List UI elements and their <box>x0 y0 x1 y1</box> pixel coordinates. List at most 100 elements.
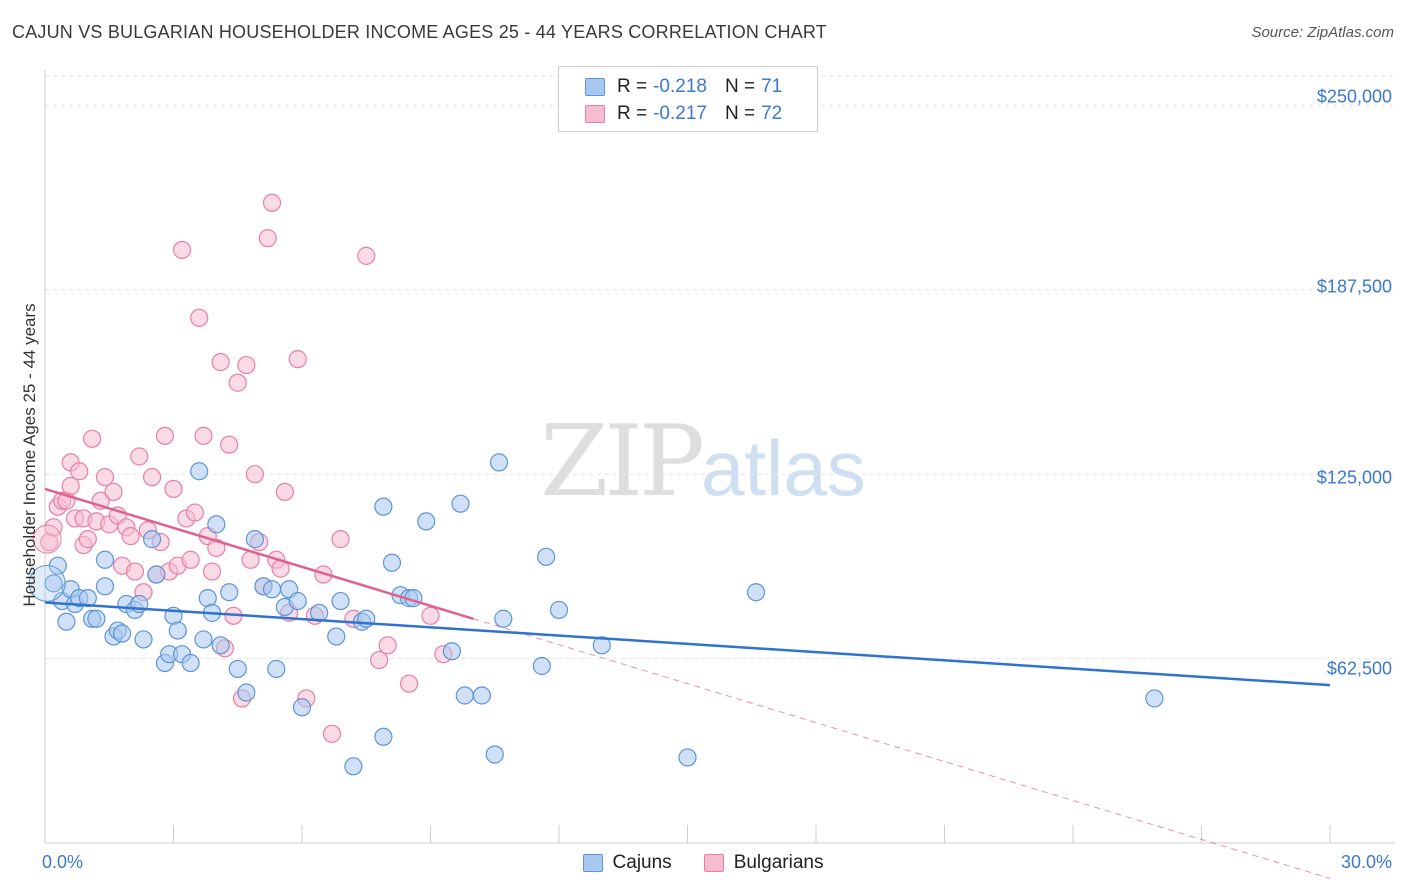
correlation-legend: R = -0.218 N = 71 R = -0.217 N = 72 <box>558 66 818 132</box>
legend-cajun-n: 71 <box>761 76 783 97</box>
cajun-point <box>537 547 556 566</box>
cajun-point <box>78 589 97 608</box>
cajun-point <box>95 550 115 569</box>
legend-row-cajuns: R = -0.218 N = 71 <box>585 74 782 100</box>
cajun-point <box>746 583 766 602</box>
bulgarian-point <box>322 724 342 743</box>
cajun-point <box>57 612 76 631</box>
cajun-point <box>292 698 312 717</box>
cajun-point <box>44 574 63 593</box>
series-legend: Cajuns Bulgarians <box>0 852 1406 874</box>
cajun-point <box>288 591 307 611</box>
bulgarian-point <box>228 373 247 392</box>
bulgarian-point <box>104 482 123 502</box>
bulgarian-point <box>202 562 222 581</box>
legend-row-bulgarians: R = -0.217 N = 72 <box>585 101 782 127</box>
legend-r-label: R = <box>617 103 648 124</box>
cajun-point <box>168 621 187 640</box>
bulgarian-point <box>262 193 282 212</box>
legend-bulgarian-n: 72 <box>761 103 783 124</box>
y-axis-label: Householder Income Ages 25 - 44 years <box>20 303 39 607</box>
cajun-cluster-point <box>28 564 66 602</box>
bulgarian-point <box>70 462 89 481</box>
bulgarian-point <box>121 527 140 546</box>
bulgarian-point <box>61 476 80 496</box>
cajun-point <box>489 453 509 472</box>
cajun-point <box>344 757 363 776</box>
cajun-point <box>678 748 697 767</box>
bulgarian-point <box>245 465 264 484</box>
x-tick-label-max: 30.0% <box>1340 852 1392 872</box>
bulgarian-point <box>399 674 419 693</box>
cajun-point <box>211 636 230 655</box>
y-tick-label-187500: $187,500 <box>1316 276 1392 297</box>
bulgarian-point <box>421 606 440 625</box>
cajun-point <box>262 580 282 599</box>
legend-r-label: R = <box>617 76 648 97</box>
cajun-point <box>220 583 239 602</box>
chart-title: CAJUN VS BULGARIAN HOUSEHOLDER INCOME AG… <box>12 22 827 42</box>
bulgarian-point <box>275 482 294 502</box>
cajun-point <box>494 609 513 628</box>
bulgarian-point <box>125 562 145 581</box>
bulgarian-point <box>164 479 183 499</box>
series-legend-cajuns: Cajuns <box>582 852 672 874</box>
cajun-point <box>331 591 350 611</box>
cajun-point <box>194 630 213 649</box>
bulgarian-point <box>331 530 350 549</box>
cajun-point <box>532 656 551 676</box>
cajun-point <box>267 659 286 679</box>
bulgarian-point <box>194 426 213 445</box>
bulgarian-point <box>190 308 209 327</box>
bulgarian-cluster-point <box>32 524 62 554</box>
legend-swatch-bulgarians <box>585 105 605 123</box>
y-tick-label-250000: $250,000 <box>1316 86 1392 107</box>
cajun-point <box>382 553 402 572</box>
cajun-point <box>112 624 132 643</box>
bulgarian-point <box>211 352 230 372</box>
cajun-point <box>134 630 153 649</box>
bulgarian-point <box>185 503 205 522</box>
chart-source: Source: ZipAtlas.com <box>1251 24 1394 41</box>
bulgarian-point <box>172 240 192 260</box>
cajun-point <box>442 642 462 661</box>
cajun-point <box>95 577 115 596</box>
cajun-point <box>142 530 162 549</box>
bulgarian-point <box>220 435 239 454</box>
cajun-point <box>147 565 166 584</box>
cajun-point <box>374 727 393 746</box>
series-swatch-cajuns <box>582 854 603 872</box>
cajun-point <box>237 683 256 702</box>
legend-bulgarian-r: -0.217 <box>653 103 707 124</box>
bulgarian-point <box>44 518 63 537</box>
bulgarian-point <box>155 426 175 445</box>
cajun-point <box>245 530 264 549</box>
series-swatch-bulgarians <box>703 854 724 872</box>
bulgarian-point <box>378 636 397 655</box>
cajun-point <box>207 515 226 534</box>
cajun-point <box>181 653 200 673</box>
cajun-point <box>451 494 470 513</box>
bulgarian-point <box>95 468 115 487</box>
cajun-point <box>417 512 436 531</box>
bulgarian-point <box>357 246 376 265</box>
bulgarian-point <box>130 447 149 466</box>
cajun-trend-line <box>44 601 1331 687</box>
legend-swatch-cajuns <box>585 78 605 96</box>
cajun-point <box>1145 689 1164 708</box>
x-tick-label-min: 0.0% <box>42 852 84 872</box>
cajun-point <box>327 627 346 646</box>
series-label-bulgarians: Bulgarians <box>733 852 824 873</box>
cajun-point <box>485 745 504 764</box>
cajun-point <box>549 600 569 620</box>
bulgarian-point <box>83 429 102 448</box>
series-legend-bulgarians: Bulgarians <box>703 852 824 874</box>
y-tick-label-125000: $125,000 <box>1316 467 1392 488</box>
bulgarian-trend-line <box>44 487 474 620</box>
bulgarian-point <box>181 550 200 569</box>
legend-n-label: N = <box>724 103 756 124</box>
legend-n-label: N = <box>724 76 756 97</box>
cajun-point <box>455 686 474 705</box>
bulgarian-point <box>78 530 97 549</box>
